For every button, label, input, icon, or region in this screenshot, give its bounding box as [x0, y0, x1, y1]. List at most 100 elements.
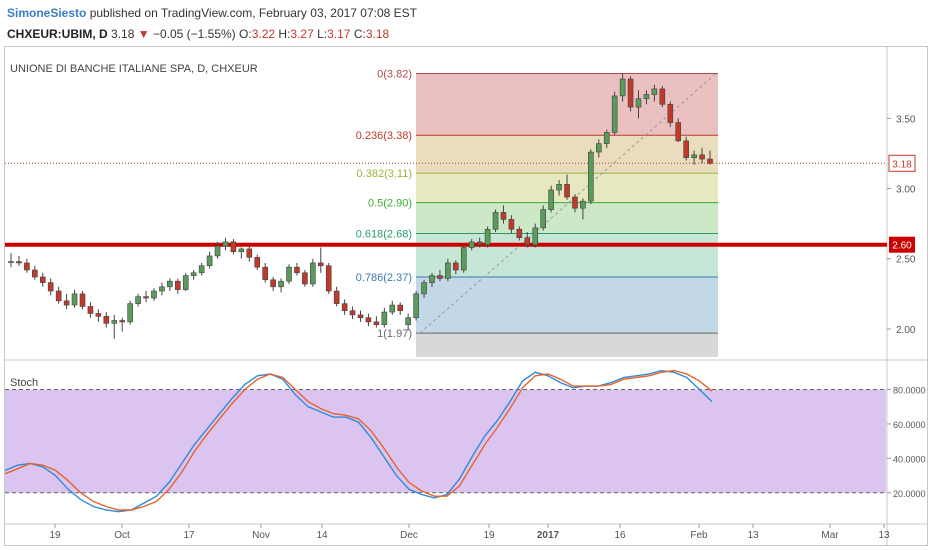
candle-body [373, 321, 380, 326]
candle [548, 185, 554, 213]
candle [119, 317, 126, 332]
candle-body [532, 227, 539, 245]
down-arrow-icon: ▼ [137, 27, 150, 41]
candle-body [47, 282, 54, 292]
candle-body [651, 88, 658, 95]
candle [8, 253, 14, 268]
date-tick-label: 19 [483, 530, 495, 541]
open-label: O: [239, 27, 252, 41]
date-tick-label: Nov [252, 530, 270, 541]
candle [643, 90, 650, 105]
candle [421, 279, 427, 299]
last-price: 3.18 [111, 27, 135, 41]
candle [588, 149, 594, 204]
candle-body [310, 262, 316, 285]
last-price-badge-label: 3.18 [892, 159, 912, 170]
candle-body [55, 290, 62, 302]
candle [16, 255, 22, 266]
candle-body [341, 303, 348, 311]
candle [151, 288, 157, 301]
candle [595, 139, 602, 158]
low-label: L: [317, 27, 328, 41]
candle [175, 278, 181, 294]
candle [389, 300, 396, 315]
date-tick-label: Dec [400, 530, 418, 541]
candle-body [397, 304, 404, 311]
candle [24, 258, 30, 273]
candle [580, 198, 586, 220]
candle [500, 205, 507, 224]
candle-body [230, 241, 237, 253]
candle [453, 260, 459, 275]
candle-body [8, 261, 14, 263]
candle-body [317, 262, 324, 267]
candle-body [294, 266, 300, 274]
candle [103, 312, 110, 328]
date-tick-label: 13 [747, 530, 759, 541]
candle-body [492, 212, 499, 230]
candle-body [119, 320, 126, 323]
candle [476, 237, 483, 248]
candle [325, 262, 332, 294]
candle-body [413, 293, 419, 318]
candle [182, 272, 189, 292]
candle-body [580, 200, 586, 209]
stoch-tick-label: 80.0000 [893, 386, 926, 396]
candle-body [468, 241, 475, 248]
candle [302, 269, 308, 287]
price-tick-label: 3.50 [896, 114, 916, 125]
candle [135, 293, 141, 307]
candle [460, 244, 467, 273]
close-value: 3.18 [365, 27, 390, 41]
support-badge-label: 2.60 [892, 241, 912, 252]
candle-body [627, 78, 634, 108]
candle-body [508, 219, 515, 230]
candle-body [79, 293, 86, 307]
candle-body [325, 265, 332, 292]
candle [556, 180, 562, 196]
candle [55, 286, 62, 304]
candle [317, 247, 324, 273]
last-price-badge: 3.18 [888, 154, 916, 172]
candle [71, 289, 78, 308]
candle-body [135, 296, 141, 304]
date-tick-label: Feb [690, 530, 708, 541]
candle [294, 262, 300, 276]
candle-body [167, 280, 173, 288]
publish-line: SimoneSiesto published on TradingView.co… [7, 6, 417, 20]
candle [437, 269, 443, 282]
candlestick-series [5, 73, 887, 339]
candle-body [381, 311, 388, 326]
candle-body [548, 189, 554, 210]
date-tick-label: Mar [821, 530, 839, 541]
date-tick-label: 14 [316, 530, 328, 541]
last-price-badge-box [888, 154, 916, 172]
candle [167, 278, 173, 292]
candle-body [103, 315, 110, 324]
fib-zone [416, 135, 718, 174]
candle-body [127, 303, 133, 323]
candle [691, 150, 697, 165]
fibonacci-retracement[interactable]: 0(3.82) 0.236(3.38) 0.382(3.11) 0.5(2.90) 0.… [356, 68, 718, 357]
axes: 3.50 3.00 2.50 2.00 3.18 2.60 80.0000 60.0000 40… [49, 114, 925, 541]
candle-body [238, 248, 245, 253]
candle-body [63, 300, 70, 306]
candle-body [699, 154, 705, 160]
author-link[interactable]: SimoneSiesto [7, 6, 87, 20]
candle [238, 247, 245, 259]
candle [270, 276, 276, 292]
fib-zone [416, 333, 718, 357]
candle-body [111, 320, 118, 324]
high-label: H: [278, 27, 291, 41]
candle-body [445, 262, 451, 279]
candle [47, 278, 54, 296]
candle-body [572, 196, 578, 209]
candle [516, 226, 523, 241]
date-tick-label: 19 [49, 530, 61, 541]
candle-body [159, 286, 165, 292]
candle [564, 174, 570, 200]
date-tick-label: 13 [878, 530, 890, 541]
candle [619, 73, 626, 102]
high-value: 3.27 [290, 27, 314, 41]
